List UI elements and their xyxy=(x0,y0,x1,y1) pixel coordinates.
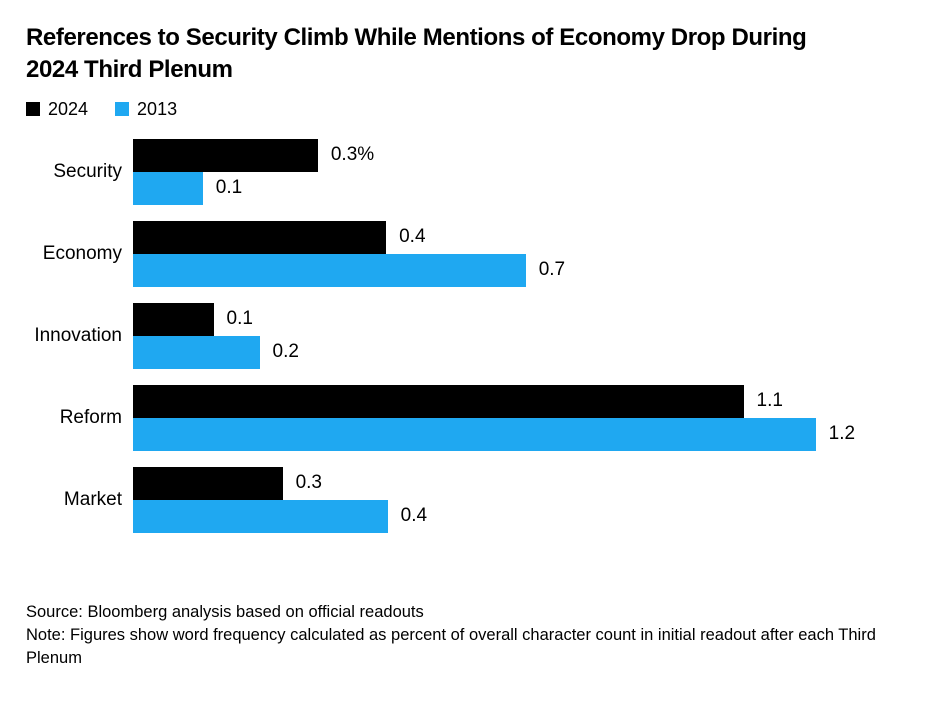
bar-2013-economy xyxy=(133,253,526,287)
bar-pair: 1.1 1.2 xyxy=(133,384,900,451)
bar-row-2024: 1.1 xyxy=(133,384,900,418)
note-text: Note: Figures show word frequency calcul… xyxy=(26,626,876,668)
chart-footer: Source: Bloomberg analysis based on offi… xyxy=(26,601,881,670)
bar-2013-security xyxy=(133,171,203,205)
category-label: Innovation xyxy=(34,324,122,346)
value-label: 1.2 xyxy=(828,423,856,445)
bar-row-2024: 0.3 xyxy=(133,466,900,500)
category-label: Economy xyxy=(42,242,122,264)
value-label: 0.2 xyxy=(272,341,299,363)
bar-group-economy: Economy 0.4 0.7 xyxy=(26,220,900,287)
bar-row-2013: 1.2 xyxy=(133,417,900,451)
bar-chart: Security 0.3% 0.1 Economy 0.4 0.7 Innovation 0.… xyxy=(26,138,900,533)
bar-2024-market xyxy=(133,466,283,500)
bar-2013-market xyxy=(133,499,388,533)
bar-group-market: Market 0.3 0.4 xyxy=(26,466,900,533)
bar-2013-reform xyxy=(133,417,816,451)
bar-pair: 0.3% 0.1 xyxy=(133,138,900,205)
bar-2024-economy xyxy=(133,220,387,254)
value-label: 0.1 xyxy=(215,177,243,199)
legend-label-2024: 2024 xyxy=(48,98,89,119)
value-label: 0.1 xyxy=(226,308,253,330)
value-label: 0.4 xyxy=(399,226,426,248)
bar-2024-security xyxy=(133,138,318,172)
bar-row-2024: 0.4 xyxy=(133,220,900,254)
bar-row-2024: 0.3% xyxy=(133,138,900,172)
value-label: 0.7 xyxy=(538,259,566,281)
legend-label-2013: 2013 xyxy=(137,98,178,119)
bar-row-2013: 0.1 xyxy=(133,171,900,205)
bar-2024-innovation xyxy=(133,302,214,336)
bar-pair: 0.3 0.4 xyxy=(133,466,900,533)
bar-row-2024: 0.1 xyxy=(133,302,900,336)
bar-pair: 0.1 0.2 xyxy=(133,302,900,369)
bar-row-2013: 0.4 xyxy=(133,499,900,533)
legend-item-2013: 2013 xyxy=(115,99,177,120)
bar-pair: 0.4 0.7 xyxy=(133,220,900,287)
category-label: Market xyxy=(63,488,122,510)
legend-item-2024: 2024 xyxy=(26,99,88,120)
legend-swatch-2024-icon xyxy=(26,102,40,117)
bar-2024-reform xyxy=(133,384,744,418)
category-label: Security xyxy=(53,160,122,182)
legend-swatch-2013-icon xyxy=(115,102,130,117)
chart-legend: 2024 2013 xyxy=(26,99,900,120)
bar-group-innovation: Innovation 0.1 0.2 xyxy=(26,302,900,369)
value-label: 1.1 xyxy=(756,390,783,412)
bar-row-2013: 0.2 xyxy=(133,335,900,369)
bar-row-2013: 0.7 xyxy=(133,253,900,287)
bar-2013-innovation xyxy=(133,335,260,369)
value-label: 0.3% xyxy=(330,144,375,166)
bar-group-reform: Reform 1.1 1.2 xyxy=(26,384,900,451)
source-text: Source: Bloomberg analysis based on offi… xyxy=(26,603,424,621)
value-label: 0.4 xyxy=(400,505,428,527)
value-label: 0.3 xyxy=(295,472,322,494)
category-label: Reform xyxy=(59,406,122,428)
bar-group-security: Security 0.3% 0.1 xyxy=(26,138,900,205)
chart-title: References to Security Climb While Menti… xyxy=(26,24,807,83)
